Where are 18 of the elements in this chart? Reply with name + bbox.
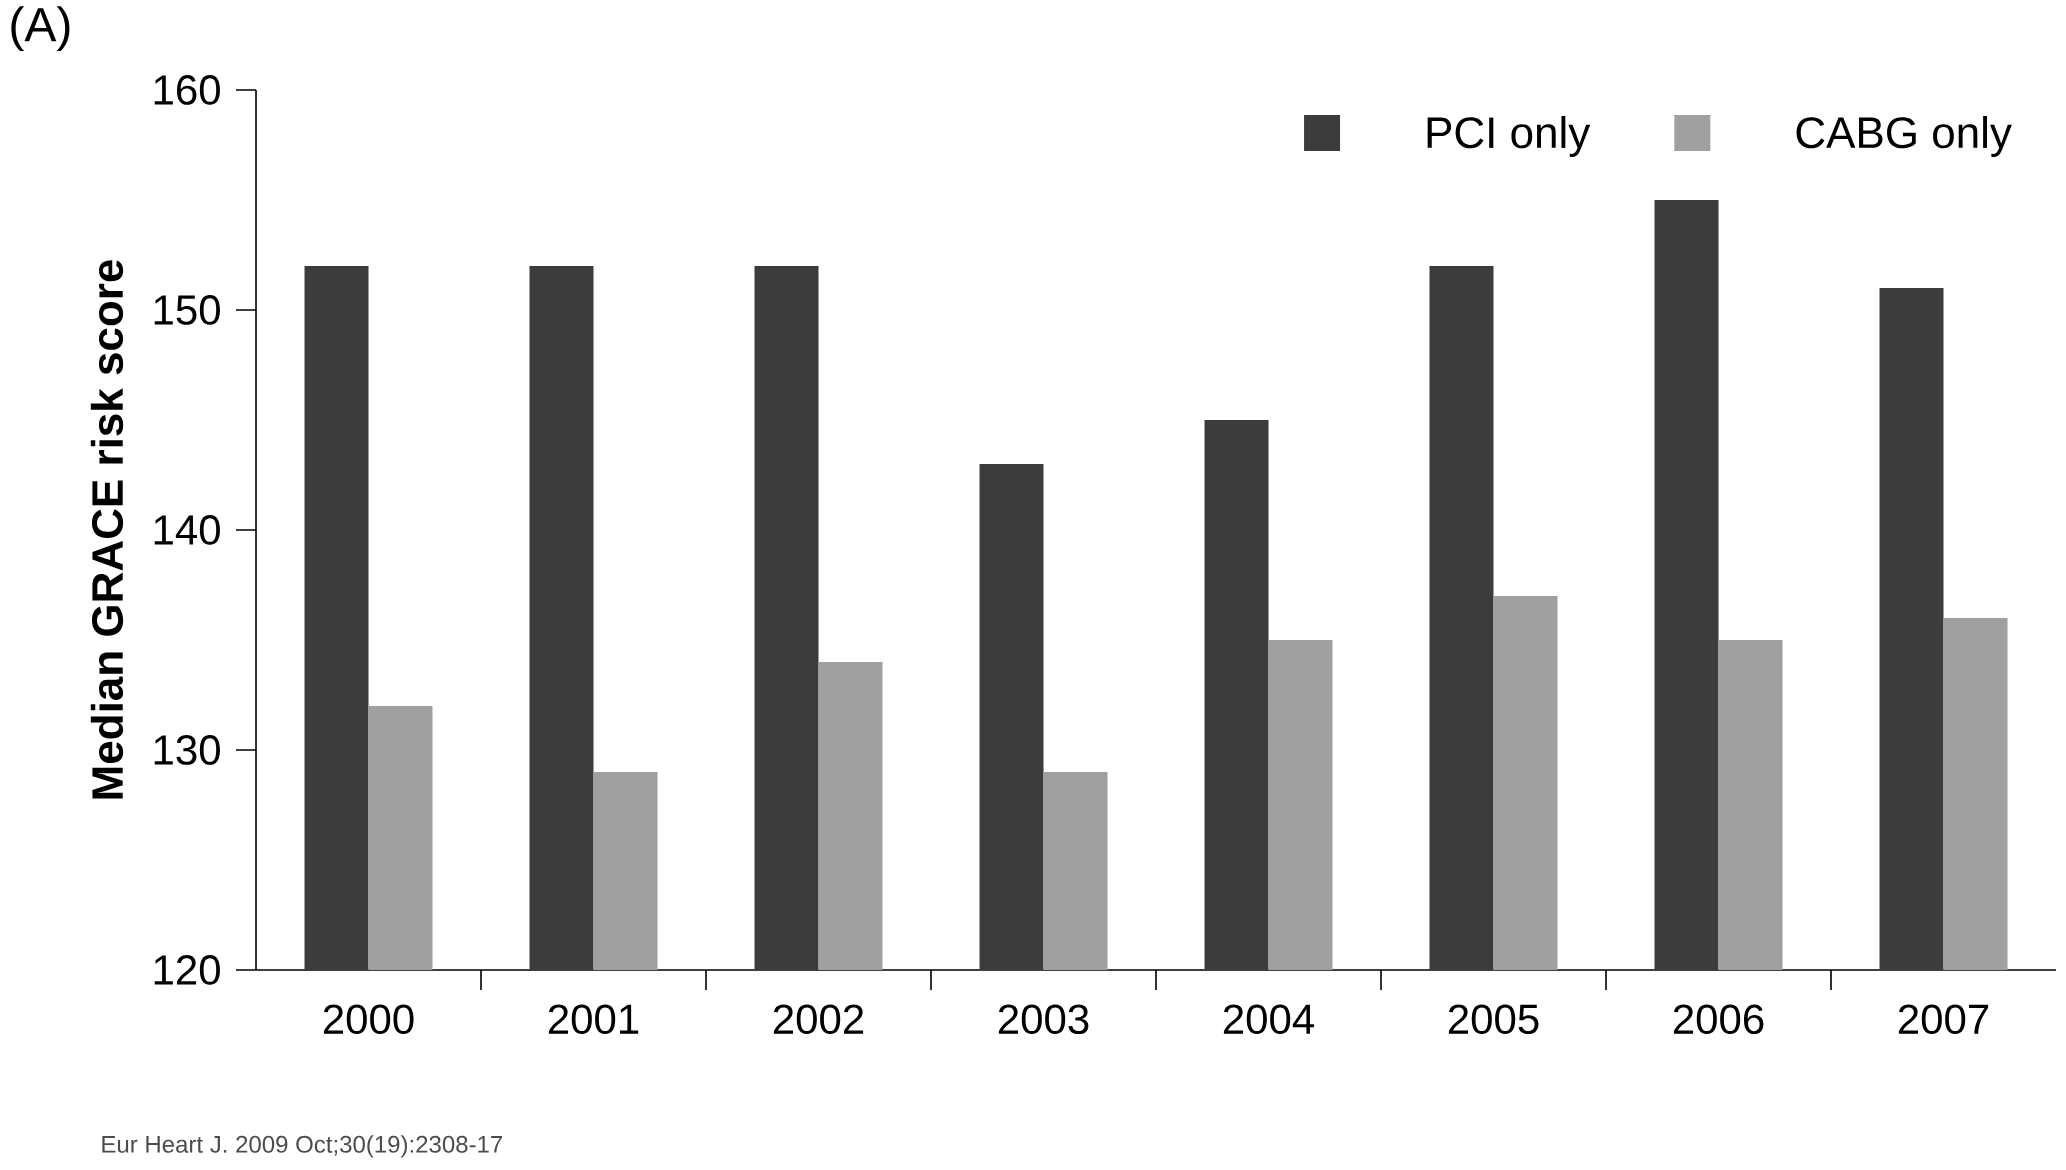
y-tick-label: 120 <box>154 955 220 985</box>
y-tick-label: 160 <box>154 75 220 105</box>
x-tick-label: 2003 <box>998 1004 1089 1035</box>
legend-label: PCI only <box>1427 115 1591 157</box>
x-tick-label: 2006 <box>1673 1004 1764 1035</box>
text: (A) <box>11 6 70 52</box>
x-tick-label: 2002 <box>773 1004 864 1035</box>
y-axis-title: Median GRACE risk score <box>90 260 124 799</box>
x-tick-label: 2004 <box>1223 1004 1314 1035</box>
x-tick-label: 2001 <box>548 1004 639 1035</box>
y-tick-label: 140 <box>154 515 220 545</box>
y-tick-label: 130 <box>154 735 220 765</box>
x-tick-label: 2007 <box>1898 1004 1989 1035</box>
x-tick-label: 2005 <box>1448 1004 1539 1035</box>
x-tick-label: 2000 <box>323 1004 414 1035</box>
text: Eur Heart J. 2009 Oct;30(19):2308-17 <box>102 1135 503 1158</box>
legend-label: CABG only <box>1796 115 2012 157</box>
y-tick-label: 150 <box>154 295 220 325</box>
